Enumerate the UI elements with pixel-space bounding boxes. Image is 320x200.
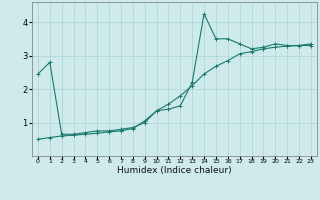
X-axis label: Humidex (Indice chaleur): Humidex (Indice chaleur) xyxy=(117,166,232,175)
